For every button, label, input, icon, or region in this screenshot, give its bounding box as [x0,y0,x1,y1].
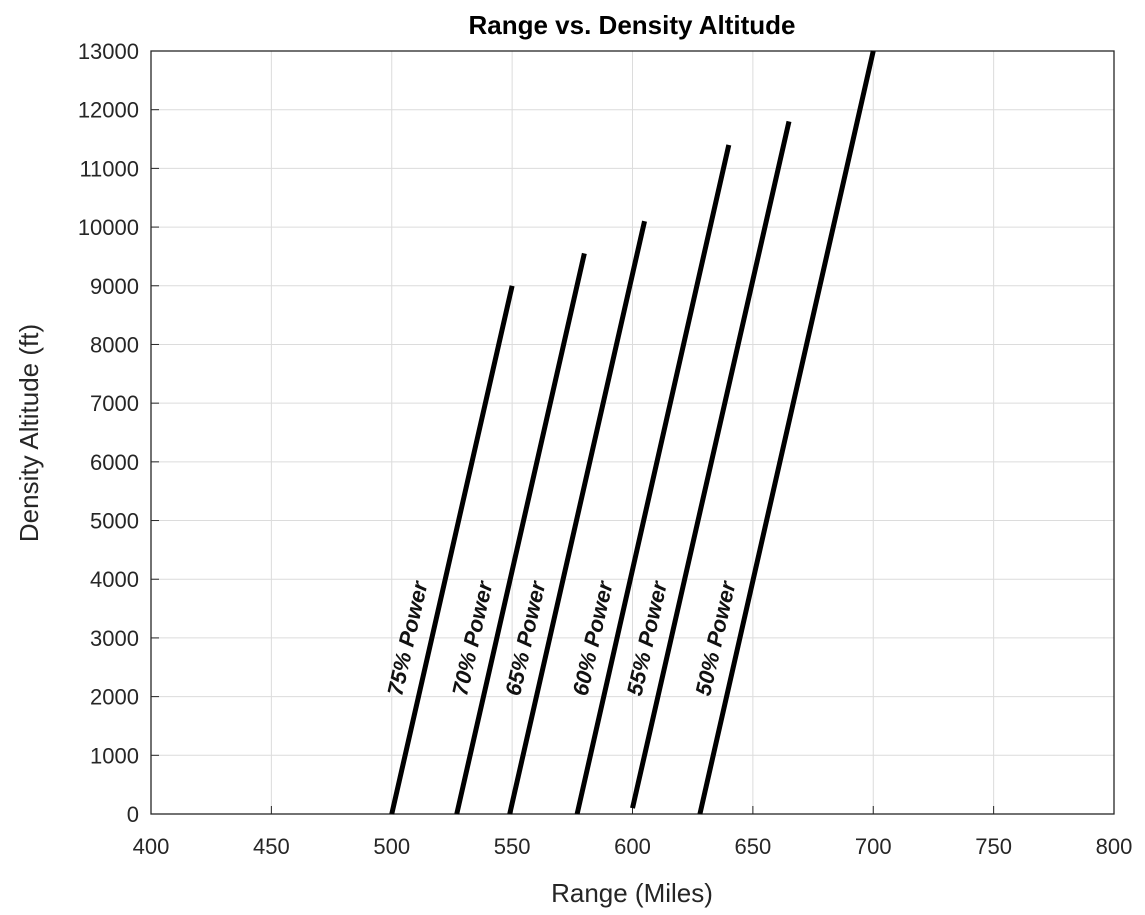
series-lines [389,50,876,815]
x-tick-label: 600 [614,834,651,859]
series-line [574,144,732,815]
y-tick-label: 6000 [90,450,139,475]
y-tick-label: 4000 [90,567,139,592]
series-line [389,285,515,815]
series-line [630,120,792,809]
y-tick-label: 11000 [79,156,139,181]
y-tick-label: 12000 [78,98,139,123]
x-tick-label: 450 [253,834,290,859]
y-axis-ticks: 0 1000 2000 3000 4000 5000 6000 7000 8000 9000 100… [78,39,159,827]
y-axis-label: Density Altitude (ft) [14,324,44,542]
x-tick-label: 700 [855,834,892,859]
y-tick-label: 10000 [78,215,139,240]
y-tick-label: 9000 [90,274,139,299]
series-line [454,252,587,815]
x-tick-label: 650 [735,834,772,859]
x-tick-label: 800 [1096,834,1133,859]
x-axis-ticks: 400 450 500 550 600 650 700 750 800 [133,806,1133,859]
y-tick-label: 5000 [90,509,139,534]
y-tick-label: 0 [127,802,139,827]
x-tick-label: 500 [373,834,410,859]
series-line [697,50,876,815]
y-tick-label: 2000 [90,685,139,710]
y-tick-label: 13000 [78,39,139,64]
y-tick-label: 8000 [90,332,139,357]
series-line [507,220,647,815]
chart-title: Range vs. Density Altitude [469,10,796,40]
x-tick-label: 400 [133,834,170,859]
x-tick-label: 750 [975,834,1012,859]
y-tick-label: 7000 [90,391,139,416]
grid [150,50,1115,815]
y-tick-label: 3000 [90,626,139,651]
x-axis-label: Range (Miles) [551,878,713,908]
y-tick-label: 1000 [90,743,139,768]
x-tick-label: 550 [494,834,531,859]
